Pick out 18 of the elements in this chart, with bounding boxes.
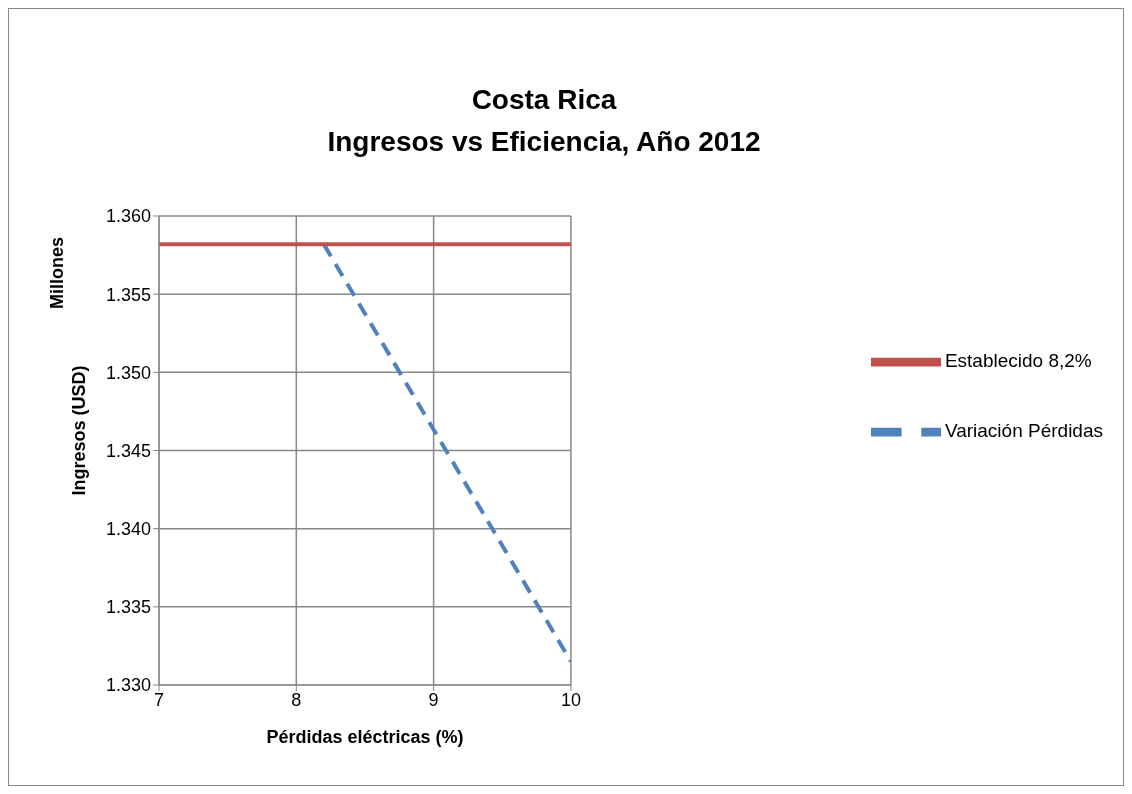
x-axis-title: Pérdidas eléctricas (%) — [266, 727, 464, 747]
y-tick-label: 1.355 — [105, 284, 151, 305]
chart-title: Costa Rica — [470, 83, 618, 117]
x-tick-label: 9 — [428, 689, 439, 710]
x-tick-label: 8 — [291, 689, 302, 710]
x-tick-label: 7 — [153, 689, 165, 710]
y-tick-label: 1.345 — [105, 440, 151, 461]
y-tick-label: 1.350 — [105, 362, 151, 383]
y-tick-label: 1.360 — [105, 206, 151, 227]
legend-label: Establecido 8,2% — [944, 350, 1092, 372]
y-axis-title: Ingresos (USD) — [69, 365, 90, 496]
text: Millones — [46, 236, 68, 310]
legend-label: Variación Pérdidas — [944, 420, 1103, 442]
y-tick-label: 1.335 — [105, 597, 151, 618]
x-tick-label: 10 — [560, 689, 581, 710]
y-tick-label: 1.330 — [105, 675, 151, 696]
y-tick-label: 1.340 — [105, 519, 151, 540]
chart-subtitle: Ingresos vs Eficiencia, Año 2012 — [326, 125, 762, 159]
